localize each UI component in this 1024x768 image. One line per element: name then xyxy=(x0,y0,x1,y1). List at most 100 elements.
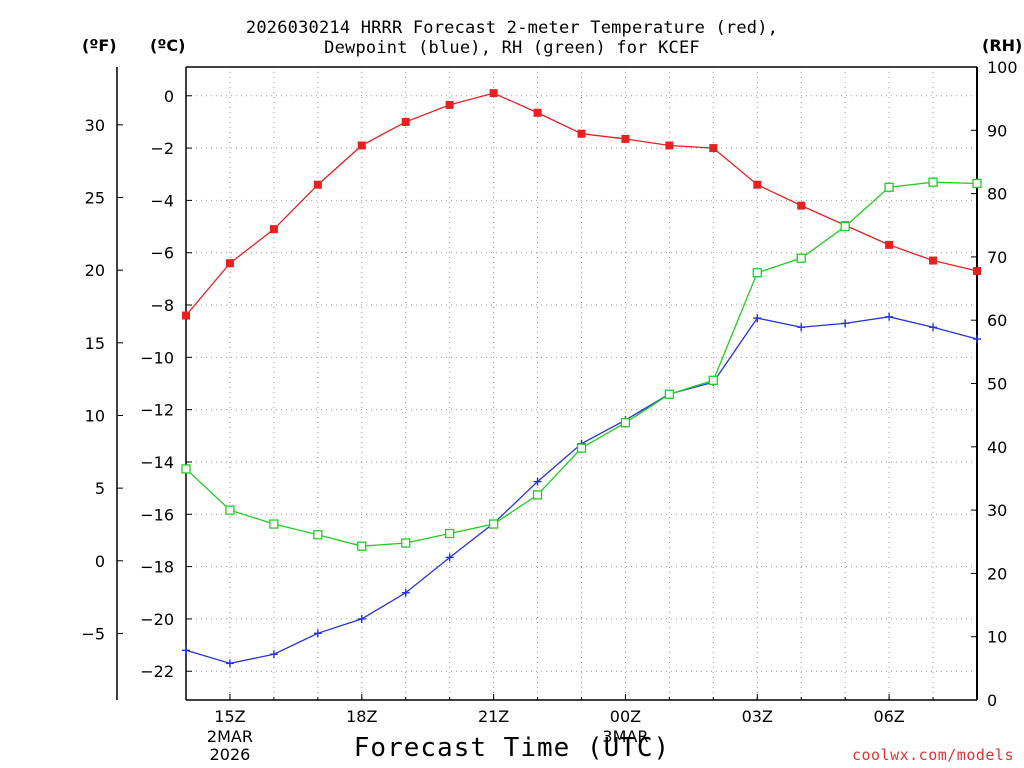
data-point-temperature xyxy=(533,108,542,117)
fahrenheit-tick-label: 25 xyxy=(85,188,105,207)
data-point-dewpoint xyxy=(269,650,278,659)
data-point-rh xyxy=(840,221,850,232)
fahrenheit-tick-label: 10 xyxy=(85,406,105,425)
data-point-temperature xyxy=(577,129,586,138)
data-point-dewpoint xyxy=(401,588,410,597)
series-layer xyxy=(181,89,982,668)
data-point-dewpoint xyxy=(797,323,806,332)
data-point-rh xyxy=(357,541,367,551)
data-point-temperature xyxy=(269,225,278,234)
data-point-rh xyxy=(928,177,938,187)
fahrenheit-tick-label: 0 xyxy=(95,552,105,571)
celsius-unit-label: (ºC) xyxy=(150,36,186,55)
celsius-tick-label: −16 xyxy=(140,505,174,524)
data-point-rh xyxy=(664,389,675,399)
rh-tick-label: 30 xyxy=(987,501,1007,520)
chart-title-line1: 2026030214 HRRR Forecast 2-meter Tempera… xyxy=(245,18,779,38)
x-tick-label: 03Z xyxy=(742,707,773,726)
chart-title-line2: Dewpoint (blue), RH (green) for KCEF xyxy=(324,38,700,58)
rh-tick-label: 80 xyxy=(987,185,1007,204)
data-point-rh xyxy=(269,519,279,529)
rh-unit-label: (RH) xyxy=(982,36,1023,55)
series-line-dewpoint xyxy=(185,316,978,665)
data-point-dewpoint xyxy=(841,319,850,328)
credit-text: coolwx.com/models xyxy=(851,746,1014,764)
data-point-rh xyxy=(401,538,411,548)
rh-tick-label: 100 xyxy=(987,58,1018,77)
rh-tick-label: 90 xyxy=(987,121,1007,140)
series-line-rh xyxy=(185,181,978,547)
fahrenheit-tick-label: 5 xyxy=(95,479,105,498)
data-point-dewpoint xyxy=(313,629,322,638)
celsius-tick-label: −6 xyxy=(150,244,174,263)
fahrenheit-tick-label: −5 xyxy=(81,624,105,643)
rh-tick-label: 70 xyxy=(987,248,1007,267)
data-point-dewpoint xyxy=(973,335,981,344)
axes: 302520151050−50−2−4−6−8−10−12−14−16−18−2… xyxy=(81,58,1017,764)
x-tick-label: 00Z xyxy=(610,707,641,726)
data-point-rh xyxy=(752,268,762,278)
data-point-rh xyxy=(445,528,455,539)
rh-tick-label: 0 xyxy=(987,691,997,710)
x-axis-label: Forecast Time (UTC) xyxy=(353,733,671,763)
celsius-tick-label: −8 xyxy=(150,296,174,315)
data-point-dewpoint xyxy=(753,314,762,323)
data-point-dewpoint xyxy=(533,477,542,486)
rh-tick-label: 20 xyxy=(987,564,1007,583)
rh-tick-label: 10 xyxy=(987,628,1007,647)
celsius-tick-label: −10 xyxy=(140,348,174,367)
rh-tick-label: 40 xyxy=(987,438,1007,457)
data-point-temperature xyxy=(885,240,894,249)
data-point-temperature xyxy=(665,141,674,150)
data-point-dewpoint xyxy=(445,553,454,562)
rh-tick-label: 50 xyxy=(987,375,1007,394)
celsius-tick-label: −2 xyxy=(150,139,174,158)
data-point-temperature xyxy=(401,117,410,126)
data-point-temperature xyxy=(753,180,762,189)
rh-tick-label: 60 xyxy=(987,311,1007,330)
grid-lines xyxy=(185,67,978,700)
data-point-temperature xyxy=(709,144,718,153)
fahrenheit-tick-label: 15 xyxy=(85,334,105,353)
celsius-tick-label: −20 xyxy=(140,610,174,629)
x-tick-sublabel: 2026 xyxy=(210,745,251,764)
x-tick-sublabel: 2MAR xyxy=(207,727,253,746)
data-point-rh xyxy=(620,418,631,428)
data-point-rh xyxy=(884,182,894,192)
x-tick-sublabel: 3MAR xyxy=(602,727,648,746)
data-point-temperature xyxy=(973,267,981,276)
data-point-temperature xyxy=(929,256,938,265)
data-point-rh xyxy=(313,530,323,540)
data-point-dewpoint xyxy=(357,614,366,623)
data-point-rh xyxy=(972,178,982,189)
data-point-temperature xyxy=(182,311,190,320)
data-point-dewpoint xyxy=(929,323,938,332)
data-point-rh xyxy=(576,443,587,453)
celsius-tick-label: 0 xyxy=(164,87,174,106)
fahrenheit-tick-label: 30 xyxy=(85,116,105,135)
data-point-rh xyxy=(708,375,718,385)
data-point-rh xyxy=(181,464,191,474)
x-tick-label: 21Z xyxy=(478,707,509,726)
x-tick-label: 15Z xyxy=(214,707,245,726)
data-point-rh xyxy=(488,519,499,529)
data-point-temperature xyxy=(225,259,234,268)
data-point-dewpoint xyxy=(225,659,234,668)
fahrenheit-unit-label: (ºF) xyxy=(82,36,117,55)
data-point-temperature xyxy=(445,100,454,109)
celsius-tick-label: −18 xyxy=(140,558,174,577)
data-point-temperature xyxy=(489,89,498,98)
fahrenheit-tick-label: 20 xyxy=(85,261,105,280)
data-point-rh xyxy=(796,253,806,263)
data-point-temperature xyxy=(621,134,630,143)
celsius-tick-label: −4 xyxy=(150,191,174,210)
data-point-temperature xyxy=(797,201,806,210)
data-point-temperature xyxy=(357,141,366,150)
x-tick-label: 18Z xyxy=(346,707,377,726)
x-tick-label: 06Z xyxy=(873,707,904,726)
celsius-tick-label: −12 xyxy=(140,401,174,420)
data-point-temperature xyxy=(313,180,322,189)
data-point-dewpoint xyxy=(182,646,190,655)
data-point-rh xyxy=(532,490,543,500)
